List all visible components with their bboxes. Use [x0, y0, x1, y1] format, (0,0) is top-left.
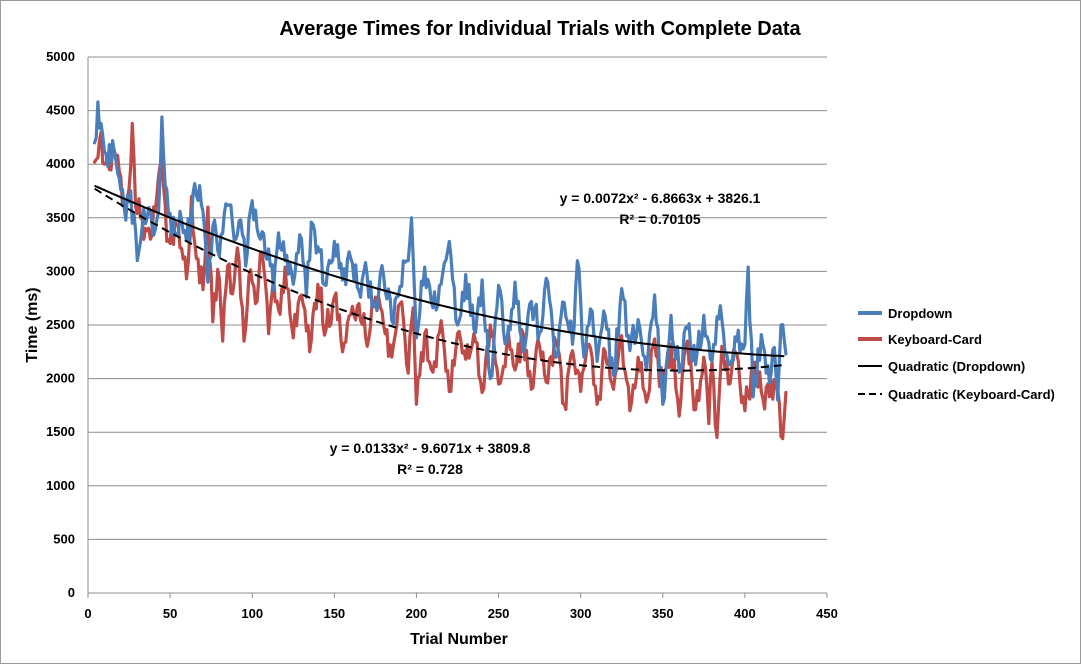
chart-title: Average Times for Individual Trials with… — [279, 18, 801, 40]
equation-dropdown: y = 0.0072x² - 6.8663x + 3826.1 — [560, 190, 761, 206]
y-tick-label: 2000 — [46, 371, 75, 386]
x-tick-label: 350 — [652, 606, 674, 621]
x-axis-title: Trial Number — [410, 631, 508, 648]
r-squared-keyboard-card: R² = 0.728 — [397, 461, 463, 477]
y-tick-labels: 0 500 1000 1500 2000 2500 3000 3500 4000 4500 5000 — [46, 49, 75, 600]
y-tick-label: 2500 — [46, 317, 75, 332]
legend-item-quadratic-keyboard-card: Quadratic (Keyboard-Card) — [858, 387, 1055, 402]
legend-label-quadratic-keyboard-card: Quadratic (Keyboard-Card) — [888, 387, 1055, 402]
legend-item-dropdown: Dropdown — [858, 306, 952, 321]
series-layer — [95, 102, 786, 439]
y-tick-label: 1000 — [46, 478, 75, 493]
y-tick-label: 1500 — [46, 424, 75, 439]
x-tick-label: 50 — [163, 606, 177, 621]
legend-item-keyboard-card: Keyboard-Card — [858, 332, 982, 347]
x-tick-label: 100 — [241, 606, 263, 621]
legend-label-dropdown: Dropdown — [888, 306, 952, 321]
legend-label-keyboard-card: Keyboard-Card — [888, 332, 982, 347]
series-line-dropdown — [95, 102, 786, 404]
x-tick-label: 200 — [406, 606, 428, 621]
y-tick-label: 5000 — [46, 49, 75, 64]
x-tick-label: 150 — [323, 606, 345, 621]
legend-label-quadratic-dropdown: Quadratic (Dropdown) — [888, 359, 1025, 374]
x-tick-label: 450 — [816, 606, 838, 621]
y-tick-label: 3000 — [46, 263, 75, 278]
trendline-equation-dropdown: y = 0.0072x² - 6.8663x + 3826.1 R² = 0.7… — [560, 190, 761, 227]
legend-item-quadratic-dropdown: Quadratic (Dropdown) — [858, 359, 1025, 374]
y-tick-label: 3500 — [46, 210, 75, 225]
y-tick-label: 4500 — [46, 103, 75, 118]
y-tick-label: 0 — [68, 585, 75, 600]
trendline-equation-keyboard-card: y = 0.0133x² - 9.6071x + 3809.8 R² = 0.7… — [330, 440, 531, 477]
r-squared-dropdown: R² = 0.70105 — [619, 211, 701, 227]
x-tick-label: 0 — [84, 606, 91, 621]
legend: Dropdown Keyboard-Card Quadratic (Dropdo… — [858, 306, 1055, 402]
x-tick-label: 300 — [570, 606, 592, 621]
equation-keyboard-card: y = 0.0133x² - 9.6071x + 3809.8 — [330, 440, 531, 456]
y-tick-label: 4000 — [46, 156, 75, 171]
x-tick-labels: 0 50 100 150 200 250 300 350 400 450 — [84, 593, 837, 621]
x-tick-label: 400 — [734, 606, 756, 621]
x-tick-label: 250 — [488, 606, 510, 621]
y-tick-label: 500 — [53, 531, 75, 546]
y-axis-title: Time (ms) — [24, 287, 41, 362]
